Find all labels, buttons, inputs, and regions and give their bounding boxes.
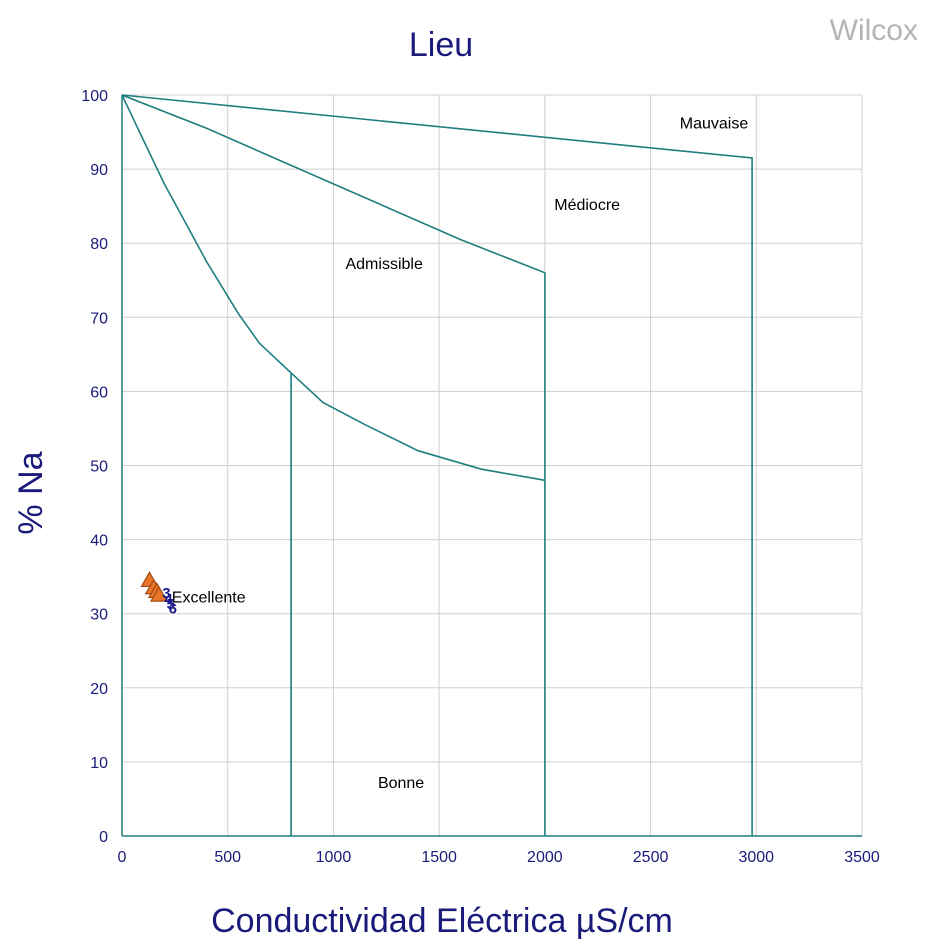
y-tick-label: 90 [90,162,108,179]
x-tick-label: 0 [118,849,127,866]
digit-point: 4 [164,591,173,608]
y-tick-label: 100 [81,88,108,105]
y-tick-label: 70 [90,310,108,327]
y-tick-label: 80 [90,236,108,253]
y-tick-label: 40 [90,533,108,550]
triangle-point [149,585,169,602]
x-axis-title: Conductividad Eléctrica µS/cm [211,902,673,940]
brand-label: Wilcox [830,14,918,47]
region-label: Médiocre [554,197,620,214]
y-tick-label: 10 [90,755,108,772]
x-tick-label: 1000 [316,849,352,866]
y-tick-label: 20 [90,681,108,698]
y-tick-label: 0 [99,829,108,846]
region-labels: Mauvaise Médiocre Admissible Excellente Bonn… [172,115,749,791]
axes: 0 500 1000 1500 2000 2500 3000 3500 0 10 20 30 40 50 6… [81,88,880,866]
boundary-middle [121,94,546,836]
y-axis-title: % Na [12,451,50,534]
x-tick-label: 1500 [421,849,457,866]
x-tick-label: 500 [214,849,241,866]
region-label: Bonne [378,775,424,792]
classification-boundaries [121,94,753,836]
y-tick-label: 60 [90,384,108,401]
grid-lines [121,94,863,837]
y-tick-label: 30 [90,607,108,624]
x-tick-label: 3000 [738,849,774,866]
chart-title: Lieu [409,26,473,64]
digit-point: 6 [169,601,177,618]
digit-point: 5 [166,596,174,613]
region-label: Mauvaise [680,115,749,132]
y-tick-label: 50 [90,459,108,476]
region-label: Admissible [345,256,422,273]
digit-point: 3 [162,585,170,602]
x-tick-label: 2000 [527,849,563,866]
x-tick-label: 2500 [633,849,669,866]
boundary-lower-curve [121,94,546,482]
region-label: Excellente [172,590,246,607]
x-tick-label: 3500 [844,849,880,866]
boundary-upper [121,94,753,836]
